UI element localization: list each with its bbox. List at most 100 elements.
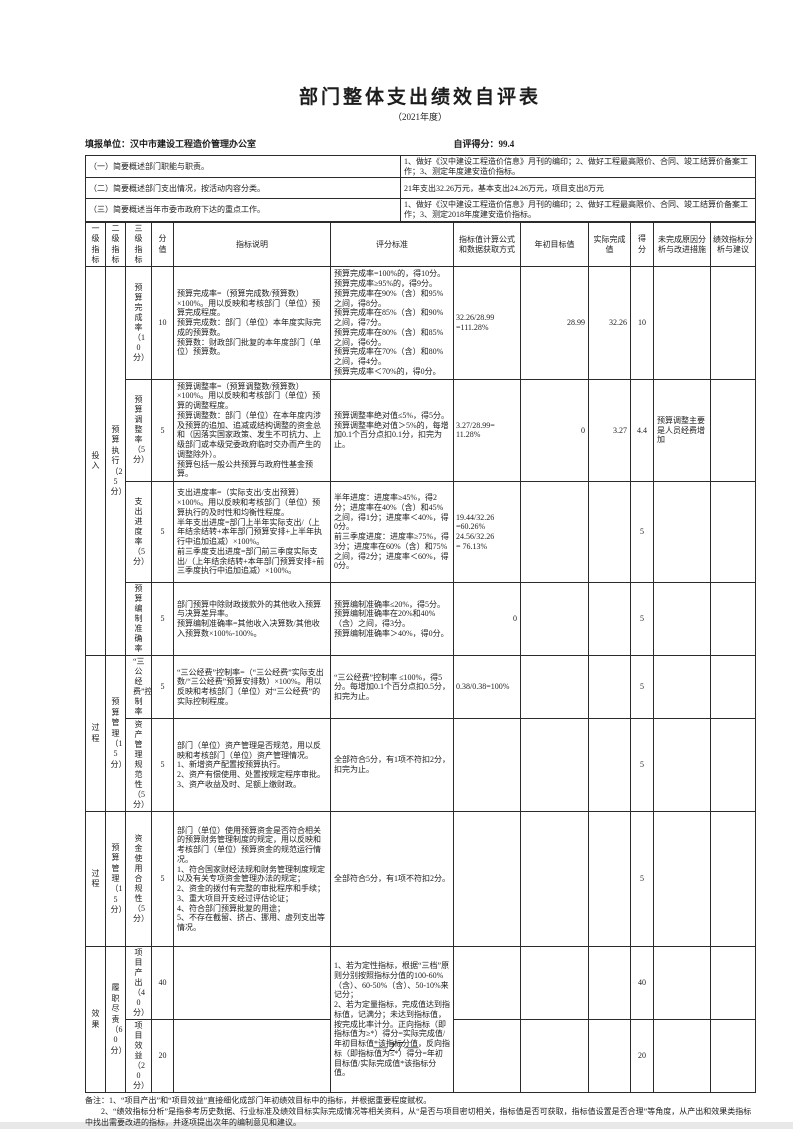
indicator-desc: 预算调整率=（预算调整数/预算数）×100%。用以反映和考核部门（单位）预算的调… xyxy=(173,378,331,483)
table-row-budget-accuracy: 预算编制准确率 5 部门预算中除财政拨款外的其他收入预算与决算差异率。 预算编制… xyxy=(86,582,756,657)
header-level1: 一级指标 xyxy=(85,221,106,268)
actual-cell: 32.26 xyxy=(588,266,631,380)
target-cell xyxy=(520,481,589,584)
level3-label: 预算完成率（10分） xyxy=(125,266,152,380)
header-reason: 未完成原因分析与改进措施 xyxy=(653,221,711,268)
summary-question-1: （一）简要概述部门职能与职责。 xyxy=(85,154,401,179)
page-subtitle: （2021年度） xyxy=(392,111,447,122)
page-number: —27— xyxy=(373,1040,420,1055)
table-row-three-public-funds: 过程 预算管理（15分） “三公经费”控制率 5 “三公经费”控制率=（“三公经… xyxy=(85,655,756,813)
actual-cell xyxy=(588,946,631,1021)
header-analysis: 绩效指标分析与建议 xyxy=(710,221,756,268)
level3-label: 项目产出（40分） xyxy=(125,946,152,1021)
analysis-cell xyxy=(710,811,756,948)
header-formula: 指标值计算公式和数据获取方式 xyxy=(453,221,521,268)
level1-process: 过程 xyxy=(85,811,106,948)
level3-label: 资金使用合规性（5分） xyxy=(125,811,152,948)
points-cell: 5 xyxy=(630,481,654,584)
actual-cell xyxy=(588,481,631,584)
scoring-standard: 全部符合5分，有1项不符扣2分。 xyxy=(330,811,454,948)
level1-input: 投入 xyxy=(85,266,106,657)
formula-cell xyxy=(453,946,521,1021)
formula-cell xyxy=(453,1019,521,1094)
target-cell xyxy=(520,1019,589,1094)
formula-cell: 32.26/28.99 =111.28% xyxy=(453,266,521,380)
analysis-cell xyxy=(710,582,756,657)
indicator-desc: 部门（单位）使用预算资金是否符合相关的预算财务管理制度的规定，用以反映和考核部门… xyxy=(173,811,331,948)
score-value: 40 xyxy=(151,946,174,1021)
scoring-standard: 半年进度：进度率≥45%，得2分；进度率在40%（含）和45%之间，得1分；进度… xyxy=(330,481,454,584)
analysis-cell xyxy=(710,946,756,1021)
formula-cell xyxy=(453,718,521,813)
summary-answer-2: 21年支出32.26万元，基本支出24.26万元，项目支出8万元 xyxy=(400,177,756,200)
actual-cell xyxy=(588,1019,631,1094)
table-row-project-output: 效果 履职尽责（60分） 项目产出（40分） 40 1、若为定性指标，根据“三档… xyxy=(85,946,756,1094)
points-cell: 5 xyxy=(630,811,654,948)
summary-row-2: （二）简要概述部门支出情况，按活动内容分类。 21年支出32.26万元，基本支出… xyxy=(85,177,756,200)
header-level3: 三级指标 xyxy=(125,221,152,268)
actual-cell xyxy=(588,655,631,720)
level3-label: 项目效益（20分） xyxy=(125,1019,152,1094)
target-cell xyxy=(520,655,589,720)
summary-answer-1: 1、做好《汉中建设工程造价信息》月刊的编印；2、做好工程最高限价、合同、竣工结算… xyxy=(400,154,756,179)
level2-duty-performance: 履职尽责（60分） xyxy=(105,946,126,1094)
target-cell xyxy=(520,946,589,1021)
indicator-desc: 部门（单位）资产管理是否规范，用以反映和考核部门（单位）资产管理情况。 1、新增… xyxy=(173,718,331,813)
points-cell: 20 xyxy=(630,1019,654,1094)
indicator-desc xyxy=(173,1019,331,1094)
summary-row-3: （三）简要概述当年市委市政府下达的重点工作。 1、做好《汉中建设工程造价信息》月… xyxy=(85,198,756,222)
table-row-budget-completion: 投入 预算执行（25分） 预算完成率（10分） 10 预算完成率=（预算完成数/… xyxy=(85,266,756,657)
formula-cell: 0 xyxy=(453,582,521,657)
self-eval-score: 自评得分：99.4 xyxy=(453,138,515,149)
level3-label: 资产管理规范性（5分） xyxy=(125,718,152,813)
score-value: 10 xyxy=(151,266,174,380)
points-cell: 5 xyxy=(630,718,654,813)
reporting-unit: 填报单位：汉中市建设工程造价管理办公室 xyxy=(85,138,257,149)
table-row-spending-progress: 支出进度率（5分） 5 支出进度率=（实际支出/支出预算）×100%。用以反映和… xyxy=(86,481,756,584)
score-value: 5 xyxy=(151,582,174,657)
header-scoring-standard: 评分标准 xyxy=(330,221,454,268)
actual-cell: 3.27 xyxy=(588,378,631,483)
target-cell: 28.99 xyxy=(520,266,589,380)
summary-question-2: （二）简要概述部门支出情况，按活动内容分类。 xyxy=(85,177,401,200)
reason-cell xyxy=(653,582,711,657)
level2-budget-management: 预算管理（15分） xyxy=(105,655,126,813)
analysis-cell xyxy=(710,378,756,483)
summary-question-3: （三）简要概述当年市委市政府下达的重点工作。 xyxy=(85,198,401,222)
footnotes: 备注：1、“项目产出”和“项目效益”直接细化成部门年初绩效目标中的指标，并根据重… xyxy=(85,1096,755,1128)
scoring-standard: 预算完成率=100%的，得10分。 预算完成率≥95%的，得9分。 预算完成率在… xyxy=(330,266,454,380)
actual-cell xyxy=(588,811,631,948)
reason-cell xyxy=(653,946,711,1021)
evaluation-table: 一级指标 二级指标 三级指标 分值 指标说明 评分标准 指标值计算公式和数据获取… xyxy=(85,221,756,1094)
indicator-desc xyxy=(173,946,331,1021)
indicator-desc: 支出进度率=（实际支出/支出预算）×100%。用以反映和考核部门（单位）预算执行… xyxy=(173,481,331,584)
reason-cell xyxy=(653,1019,711,1094)
header-row: 一级指标 二级指标 三级指标 分值 指标说明 评分标准 指标值计算公式和数据获取… xyxy=(85,221,756,268)
reason-cell xyxy=(653,481,711,584)
analysis-cell xyxy=(710,481,756,584)
level2-budget-management: 预算管理（15分） xyxy=(105,811,126,948)
page-title: 部门整体支出绩效自评表 xyxy=(298,87,541,108)
header-points: 得分 xyxy=(630,221,654,268)
summary-row-1: （一）简要概述部门职能与职责。 1、做好《汉中建设工程造价信息》月刊的编印；2、… xyxy=(85,154,756,179)
table-row-asset-management: 资产管理规范性（5分） 5 部门（单位）资产管理是否规范，用以反映和考核部门（单… xyxy=(86,718,756,813)
reason-cell xyxy=(653,718,711,813)
scoring-standard: “三公经费”控制率 ≤100%，得5分。每增加0.1个百分点扣0.5分，扣完为止… xyxy=(330,655,454,720)
target-cell: 0 xyxy=(520,378,589,483)
score-value: 5 xyxy=(151,378,174,483)
table-row-project-benefit: 项目效益（20分） 20 20 xyxy=(86,1019,756,1094)
header-indicator-desc: 指标说明 xyxy=(173,221,331,268)
score-value: 20 xyxy=(151,1019,174,1094)
scoring-standard-effect: 1、若为定性指标，根据“三档”原则分别按照指标分值的100-60%（含）、60-… xyxy=(330,946,454,1094)
header-score: 分值 xyxy=(151,221,174,268)
table-row-budget-adjustment: 预算调整率（5分） 5 预算调整率=（预算调整数/预算数）×100%。用以反映和… xyxy=(86,378,756,483)
header-actual: 实际完成值 xyxy=(588,221,631,268)
analysis-cell xyxy=(710,655,756,720)
indicator-desc: 部门预算中除财政拨款外的其他收入预算与决算差异率。 预算编制准确率=其他收入决算… xyxy=(173,582,331,657)
analysis-cell xyxy=(710,718,756,813)
scoring-standard: 全部符合5分，有1项不符扣2分，扣完为止。 xyxy=(330,718,454,813)
target-cell xyxy=(520,811,589,948)
points-cell: 40 xyxy=(630,946,654,1021)
score-value: 5 xyxy=(151,718,174,813)
formula-cell xyxy=(453,811,521,948)
